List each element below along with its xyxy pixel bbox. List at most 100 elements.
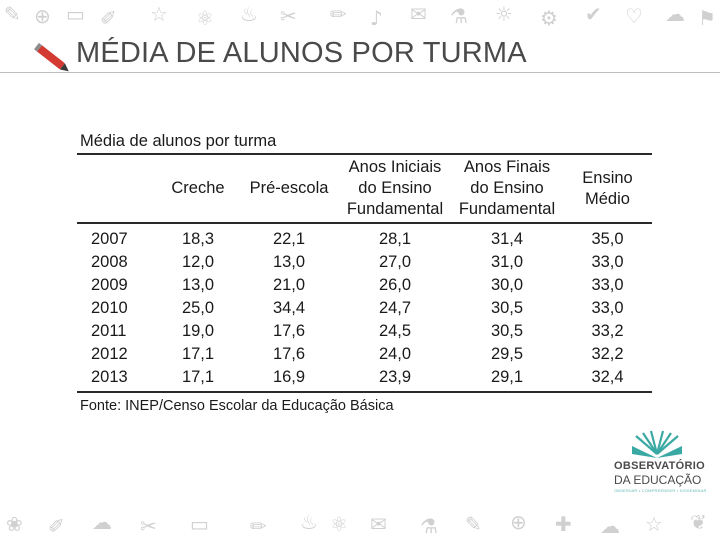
gear-doodle-icon: ⚙ xyxy=(540,6,558,30)
header-year xyxy=(77,154,157,223)
table-cell: 34,4 xyxy=(272,299,306,317)
envelope-doodle-icon: ✉ xyxy=(370,512,387,536)
table-cell: 22,1 xyxy=(272,230,306,248)
flag-doodle-icon: ⚑ xyxy=(698,6,716,30)
table-header-row: Creche Pré-escola Anos Iniciais do Ensin… xyxy=(77,154,652,223)
table-cell: 32,2 xyxy=(591,345,624,363)
leaf-doodle-icon: ❦ xyxy=(690,510,707,534)
lightbulb-doodle-icon: ✎ xyxy=(4,2,21,26)
logo-tagline: OBSERVAR • COMPREENDER • DISSEMINAR xyxy=(614,488,707,493)
speech-doodle-icon: ☁ xyxy=(600,514,620,538)
star-doodle-icon: ☆ xyxy=(150,2,168,26)
year-cell: 2009 xyxy=(91,276,128,294)
header-anos-finais-line: Fundamental xyxy=(458,200,556,218)
table-source-note: Fonte: INEP/Censo Escolar da Educação Bá… xyxy=(80,398,394,414)
globe-doodle-icon: ⊕ xyxy=(34,4,51,28)
header-ensino-medio-line: Ensino xyxy=(582,168,633,187)
ruler-doodle-icon: ▭ xyxy=(190,512,209,536)
music-doodle-icon: ♪ xyxy=(370,6,383,30)
table-cell: 24,0 xyxy=(378,345,412,363)
pencil-icon xyxy=(33,42,69,72)
table-cell: 35,0 xyxy=(591,230,624,248)
table-cell: 16,9 xyxy=(272,368,306,386)
table-cell: 24,7 xyxy=(378,299,412,317)
year-cell: 2012 xyxy=(91,345,128,363)
header-anos-iniciais-line: do Ensino xyxy=(358,179,432,197)
table-row: 2008 12,0 13,0 27,0 31,0 33,0 xyxy=(77,251,652,274)
speech-bubble-doodle-icon: ☁ xyxy=(92,510,112,534)
table-row: 2011 19,0 17,6 24,5 30,5 33,2 xyxy=(77,320,652,343)
average-students-table-block: Média de alunos por turma Creche Pré-esc… xyxy=(77,130,652,414)
star-doodle-icon: ☆ xyxy=(645,512,663,536)
table-cell: 23,9 xyxy=(378,368,412,386)
slide-title: MÉDIA DE ALUNOS POR TURMA xyxy=(76,37,527,69)
table-cell: 31,0 xyxy=(490,253,524,271)
header-pre-escola: Pré-escola xyxy=(249,179,329,197)
table-cell: 29,1 xyxy=(490,368,524,386)
header-anos-iniciais: Anos Iniciais do Ensino Fundamental xyxy=(339,154,451,223)
table-row: 2013 17,1 16,9 23,9 29,1 32,4 xyxy=(77,366,652,392)
table-cell: 28,1 xyxy=(378,230,412,248)
heart-doodle-icon: ♡ xyxy=(625,4,643,28)
table-cell: 31,4 xyxy=(490,230,524,248)
top-doodle-border: ✎ ⊕ ▭ ✐ ☆ ⚛ ♨ ✂ ✏ ♪ ✉ ⚗ ☼ ⚙ ✔ ♡ ☁ ⚑ xyxy=(0,0,720,40)
header-creche: Creche xyxy=(171,179,225,197)
table-cell: 29,5 xyxy=(490,345,524,363)
apple-doodle-icon: ❀ xyxy=(6,512,23,536)
table-cell: 17,6 xyxy=(272,322,306,340)
pencil-doodle-icon: ✏ xyxy=(330,2,347,26)
year-cell: 2011 xyxy=(91,322,127,340)
table-cell: 33,0 xyxy=(591,299,624,317)
atom-doodle-icon: ⚛ xyxy=(196,6,214,30)
table-row: 2007 18,3 22,1 28,1 31,4 35,0 xyxy=(77,223,652,251)
pencil-doodle-icon: ✏ xyxy=(250,514,267,538)
header-anos-finais-line: do Ensino xyxy=(470,179,544,197)
envelope-doodle-icon: ✉ xyxy=(410,2,427,26)
open-book-icon xyxy=(632,430,682,458)
cloud-doodle-icon: ☁ xyxy=(665,2,685,26)
flask-doodle-icon: ⚗ xyxy=(450,4,468,28)
year-cell: 2013 xyxy=(91,368,128,386)
ruler-doodle-icon: ✐ xyxy=(100,6,117,30)
year-cell: 2007 xyxy=(91,230,128,248)
table-cell: 30,5 xyxy=(490,322,524,340)
plus-doodle-icon: ✚ xyxy=(555,512,572,536)
table-cell: 24,5 xyxy=(378,322,412,340)
table-caption: Média de alunos por turma xyxy=(80,132,277,150)
scissors-doodle-icon: ✂ xyxy=(280,4,297,28)
book-doodle-icon: ▭ xyxy=(66,2,85,26)
header-anos-finais-line: Anos Finais xyxy=(463,158,551,176)
table-cell: 17,1 xyxy=(181,345,215,363)
table-cell: 17,1 xyxy=(181,368,215,386)
flask-doodle-icon: ⚗ xyxy=(420,514,438,538)
globe-doodle-icon: ⊕ xyxy=(510,510,527,534)
table-cell: 33,0 xyxy=(591,253,624,271)
table-cell: 25,0 xyxy=(181,299,215,317)
header-ensino-medio-line: Médio xyxy=(585,189,630,208)
average-students-table: Creche Pré-escola Anos Iniciais do Ensin… xyxy=(77,153,652,393)
table-row: 2010 25,0 34,4 24,7 30,5 33,0 xyxy=(77,297,652,320)
table-cell: 32,4 xyxy=(591,368,624,386)
pen-doodle-icon: ✎ xyxy=(465,512,482,536)
table-cell: 18,3 xyxy=(181,230,215,248)
table-cell: 30,5 xyxy=(490,299,524,317)
table-cell: 12,0 xyxy=(181,253,215,271)
lightbulb-doodle-icon: ♨ xyxy=(300,510,318,534)
header-anos-finais: Anos Finais do Ensino Fundamental xyxy=(451,154,563,223)
table-cell: 33,2 xyxy=(591,322,624,340)
observatorio-da-educacao-logo: OBSERVATÓRIO DA EDUCAÇÃO OBSERVAR • COMP… xyxy=(612,430,707,500)
bottom-doodle-border: ❀ ✐ ☁ ✂ ▭ ✏ ♨ ⚛ ✉ ⚗ ✎ ⊕ ✚ ☁ ☆ ❦ xyxy=(0,500,720,540)
table-cell: 19,0 xyxy=(181,322,215,340)
table-row: 2009 13,0 21,0 26,0 30,0 33,0 xyxy=(77,274,652,297)
atom-doodle-icon: ⚛ xyxy=(330,512,348,536)
check-doodle-icon: ✔ xyxy=(585,2,602,26)
sun-doodle-icon: ☼ xyxy=(495,2,513,26)
table-cell: 17,6 xyxy=(272,345,306,363)
logo-text-line1: OBSERVATÓRIO xyxy=(614,460,705,472)
title-divider xyxy=(0,72,720,73)
table-cell: 21,0 xyxy=(272,276,306,294)
table-cell: 30,0 xyxy=(490,276,524,294)
logo-text-line2: DA EDUCAÇÃO xyxy=(614,473,702,487)
table-cell: 27,0 xyxy=(378,253,412,271)
header-anos-iniciais-line: Anos Iniciais xyxy=(348,158,442,176)
